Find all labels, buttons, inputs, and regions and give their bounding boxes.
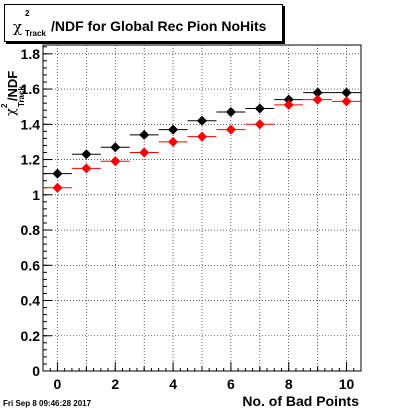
chart-title: /NDF for Global Rec Pion NoHits	[51, 18, 267, 34]
data-point	[52, 168, 63, 179]
x-axis-label: No. of Bad Points	[242, 393, 359, 409]
y-tick-label: 1.6	[21, 81, 41, 97]
y-axis-label-symbol-group: χ 2 Track	[0, 86, 26, 116]
data-point	[312, 94, 323, 105]
data-point	[312, 87, 323, 98]
data-point	[139, 129, 150, 140]
data-point	[81, 163, 92, 174]
y-tick-label: 1.8	[21, 46, 41, 62]
data-point	[283, 94, 294, 105]
data-point	[254, 103, 265, 114]
x-tick-labels: 0 2 4 6 8 10	[54, 376, 355, 392]
data-point	[110, 142, 121, 153]
grid-lines	[43, 45, 361, 372]
data-point	[168, 124, 179, 135]
chart-title-box: χ 2 Track /NDF for Global Rec Pion NoHit…	[4, 4, 283, 42]
data-point	[139, 147, 150, 158]
title-chi-symbol: χ	[13, 18, 23, 36]
data-point	[225, 124, 236, 135]
data-point	[341, 96, 352, 107]
data-point	[283, 99, 294, 110]
series-0	[43, 87, 361, 179]
data-point	[341, 87, 352, 98]
y-tick-label: 0.2	[21, 328, 41, 344]
x-tick-label: 0	[54, 376, 62, 392]
title-superscript: 2	[25, 9, 30, 18]
data-point	[197, 131, 207, 142]
data-point	[52, 182, 63, 193]
y-tick-labels: 0 0.2 0.4 0.6 0.8 1 1.2 1.4 1.6 1.8	[21, 46, 41, 379]
y-axis-label: /NDF	[5, 71, 20, 101]
y-tick-label: 0	[32, 363, 40, 379]
x-tick-label: 8	[285, 376, 293, 392]
x-tick-label: 2	[111, 376, 119, 392]
data-point	[168, 136, 179, 147]
y-tick-label: 0.8	[21, 222, 41, 238]
y-axis-label-tail: /NDF	[5, 71, 20, 101]
timestamp: Fri Sep 8 09:46:28 2017	[3, 399, 92, 408]
data-point	[254, 119, 265, 130]
x-tick-label: 6	[227, 376, 235, 392]
y-tick-label: 0.4	[21, 293, 41, 309]
y-axis-label-sup: 2	[0, 103, 9, 108]
data-point	[197, 115, 207, 126]
data-series	[43, 87, 361, 193]
series-1	[43, 94, 361, 193]
x-tick-label: 4	[169, 376, 177, 392]
x-tick-label: 10	[339, 376, 355, 392]
y-axis-label-symbol: χ	[4, 108, 19, 116]
x-axis-ticks	[42, 362, 362, 371]
y-axis-label-sub: Track	[17, 86, 26, 107]
y-tick-label: 1.4	[21, 116, 41, 132]
title-subscript: Track	[25, 29, 46, 38]
y-tick-label: 1.2	[21, 152, 41, 168]
y-tick-label: 0.6	[21, 257, 41, 273]
y-axis-ticks	[43, 46, 52, 372]
data-point	[81, 149, 92, 160]
y-tick-label: 1	[32, 187, 40, 203]
data-point	[225, 106, 236, 117]
data-point	[110, 156, 121, 167]
